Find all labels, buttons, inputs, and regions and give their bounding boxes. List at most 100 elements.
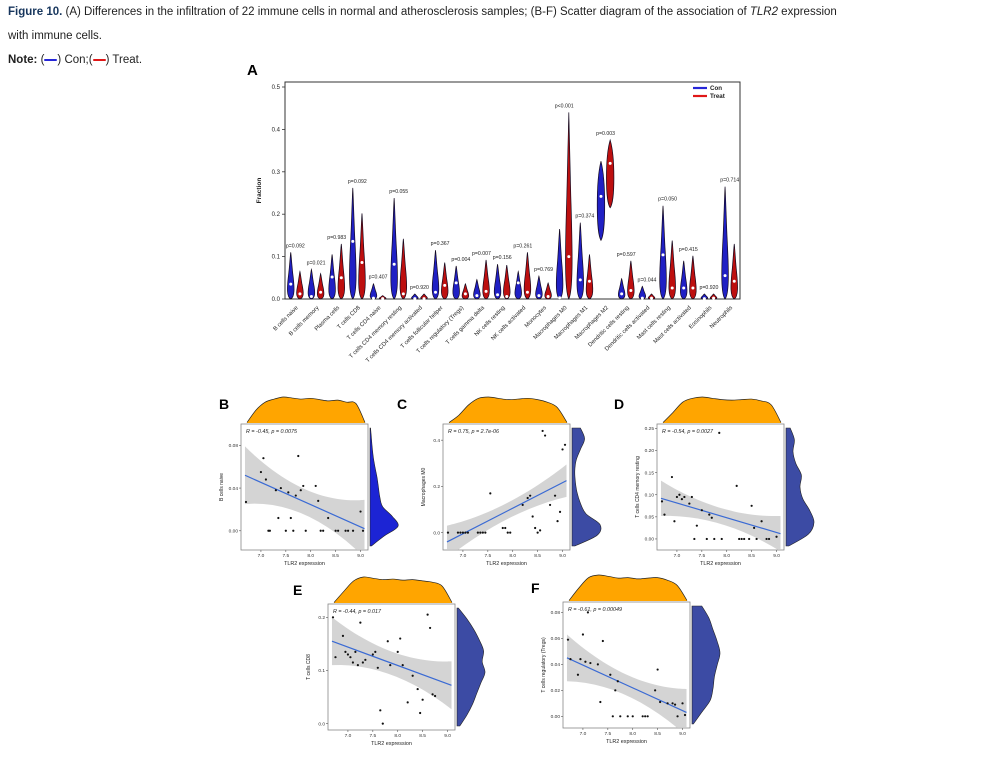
median-dot [546, 294, 550, 298]
data-point [386, 640, 389, 643]
violin-treat [358, 213, 366, 300]
data-point [406, 701, 409, 704]
x-category-label: T cells gamma delta [445, 305, 486, 346]
data-point [616, 680, 619, 683]
data-point [681, 702, 684, 705]
x-tick-label: 7.0 [258, 553, 265, 559]
data-point [584, 660, 587, 663]
data-point [464, 531, 467, 534]
data-point [334, 656, 337, 659]
top-density-outline [333, 576, 453, 603]
y-tick-label: 0.2 [272, 212, 281, 218]
p-value-label: p=0.407 [369, 275, 388, 281]
data-point [748, 537, 751, 541]
data-point [690, 495, 693, 499]
data-point [688, 502, 691, 505]
data-point [341, 634, 345, 637]
data-point [416, 687, 419, 691]
median-dot [463, 292, 467, 296]
p-value-label: p=0.597 [617, 252, 636, 258]
data-point [656, 668, 659, 671]
note-con-label: Con; [64, 54, 89, 66]
data-point [675, 495, 679, 499]
violin-treat [668, 240, 676, 300]
data-point [331, 616, 335, 619]
data-point [611, 715, 614, 718]
y-tick-label: 0.5 [272, 85, 281, 91]
data-point [521, 503, 524, 507]
data-point [705, 537, 708, 541]
correlation-annotation: R = -0.45, p = 0.0075 [246, 429, 298, 435]
data-point [346, 529, 350, 532]
p-value-label: p=0.156 [493, 255, 512, 261]
median-dot [629, 289, 633, 293]
p-value-label: p=0.050 [658, 197, 677, 203]
data-point [374, 650, 377, 653]
y-tick-label: 0.1 [272, 255, 281, 261]
data-point [466, 531, 470, 534]
data-point [481, 531, 484, 534]
violin-treat [461, 282, 470, 300]
x-tick-label: 9.0 [679, 731, 686, 737]
violin-con [431, 250, 440, 300]
data-point [556, 520, 559, 523]
data-point [586, 611, 590, 614]
median-dot [422, 297, 426, 301]
x-tick-label: 8.0 [307, 553, 314, 559]
data-point [428, 626, 432, 630]
data-point [401, 664, 404, 667]
violin-treat [399, 238, 408, 300]
data-point [753, 526, 756, 529]
data-point [279, 486, 282, 490]
panel-c-letter: C [397, 396, 408, 412]
violin-treat [730, 243, 738, 300]
x-tick-label: 8.5 [332, 553, 339, 559]
data-point [327, 516, 330, 520]
p-value-label: p=0.374 [575, 214, 594, 220]
p-value-label: p=0.714 [720, 178, 739, 184]
data-point [359, 621, 362, 624]
treat-legend-dash-icon [92, 58, 106, 61]
data-point [561, 448, 564, 451]
data-point [566, 638, 570, 641]
data-point [289, 516, 292, 520]
data-point [641, 715, 644, 718]
median-dot [712, 296, 716, 300]
data-point [534, 526, 537, 530]
data-point [659, 700, 662, 704]
y-axis-label: B cells naive [219, 473, 225, 501]
x-tick-label: 8.0 [394, 733, 401, 739]
violin-treat [523, 252, 532, 300]
data-point [660, 500, 664, 503]
data-point [446, 531, 450, 534]
top-marginal-density [247, 396, 365, 423]
data-point [484, 531, 487, 534]
data-point [743, 537, 746, 541]
data-point [287, 491, 290, 494]
caption-text-2: expression [777, 6, 837, 18]
median-dot [454, 281, 458, 285]
data-point [710, 516, 713, 519]
y-axis-label: T cells CD8 [306, 654, 312, 680]
y-tick-label: 0.20 [645, 448, 655, 454]
p-value-label: p=0.092 [286, 243, 305, 249]
violin-treat [606, 138, 615, 209]
x-tick-label: 8.5 [534, 553, 541, 559]
median-dot [401, 292, 405, 296]
data-point [299, 489, 302, 492]
data-point [601, 639, 604, 643]
data-point [351, 661, 355, 664]
violin-treat [585, 254, 594, 300]
data-point [569, 658, 572, 661]
data-point [244, 500, 248, 504]
data-point [735, 484, 738, 487]
data-point [456, 531, 460, 534]
y-tick-label: 0.04 [551, 662, 561, 668]
violin-treat [689, 255, 697, 300]
data-point [654, 689, 657, 692]
y-tick-label: 0.2 [433, 484, 440, 490]
y-tick-label: 0.08 [551, 610, 561, 616]
y-tick-label: 0.00 [645, 537, 655, 543]
data-point [740, 537, 743, 541]
data-point [399, 637, 402, 640]
